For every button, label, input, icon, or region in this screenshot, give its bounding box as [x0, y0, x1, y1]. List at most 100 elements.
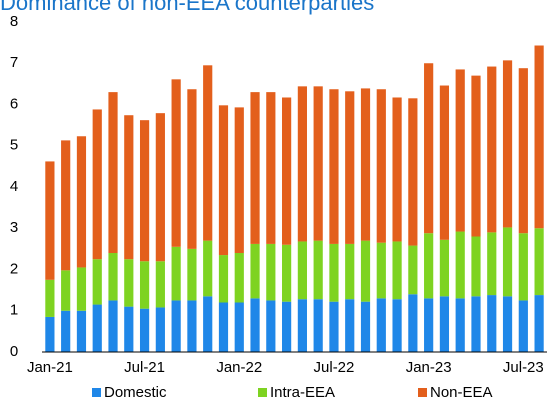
- bar-segment: [282, 97, 292, 245]
- bar-segment: [424, 233, 434, 299]
- bar-segment: [155, 307, 165, 352]
- bar-segment: [502, 227, 513, 297]
- bar-segment: [266, 243, 276, 301]
- bar-segment: [392, 299, 402, 352]
- bar-segment: [329, 89, 339, 244]
- x-tick-label: Jan-21: [27, 359, 73, 376]
- bar-segment: [250, 298, 260, 352]
- bar-segment: [139, 308, 150, 352]
- bar-segment: [329, 243, 339, 302]
- bar-segment: [518, 300, 528, 352]
- legend-label: Domestic: [104, 384, 167, 401]
- y-tick-label: 6: [10, 95, 18, 112]
- bar-segment: [329, 301, 339, 352]
- bar-segment: [502, 296, 513, 352]
- bar-segment: [218, 302, 229, 352]
- bar-segment: [108, 253, 118, 301]
- bar-segment: [360, 88, 371, 241]
- bar-segment: [408, 294, 418, 352]
- x-tick-label: Jul-21: [124, 359, 165, 376]
- y-tick-label: 4: [10, 178, 18, 195]
- bar-segment: [61, 140, 71, 271]
- bar-segment: [408, 98, 418, 246]
- bar-segment: [61, 270, 71, 311]
- bar-segment: [360, 240, 371, 302]
- bar-segment: [218, 255, 229, 303]
- bar-segment: [187, 89, 197, 249]
- bar-segment: [92, 259, 102, 305]
- bar-segment: [124, 259, 134, 307]
- bar-segment: [171, 79, 181, 247]
- bar-segment: [76, 136, 87, 268]
- bar-segment: [376, 89, 386, 243]
- bar-segment: [455, 298, 465, 352]
- bar-segment: [376, 298, 386, 352]
- y-tick-label: 2: [10, 260, 18, 277]
- x-tick-label: Jan-22: [216, 359, 262, 376]
- bar-segment: [360, 301, 371, 352]
- bar-segment: [487, 66, 497, 233]
- bar-segment: [424, 298, 434, 352]
- legend-swatch: [258, 388, 267, 397]
- bar-segment: [518, 233, 528, 301]
- bar-segment: [455, 231, 465, 299]
- bar-segment: [439, 239, 450, 297]
- bar-segment: [155, 113, 165, 262]
- bar-segment: [76, 310, 87, 352]
- bar-segment: [92, 109, 102, 260]
- bar-segment: [266, 92, 276, 244]
- bar-segment: [345, 243, 355, 300]
- bar-segment: [139, 261, 150, 309]
- bar-segment: [282, 301, 292, 352]
- bar-segment: [297, 241, 307, 300]
- y-tick-label: 5: [10, 137, 18, 154]
- bar-segment: [502, 60, 513, 228]
- bar-segment: [534, 228, 544, 296]
- bar-segment: [439, 85, 450, 240]
- bar-segment: [408, 245, 418, 295]
- bar-segment: [471, 75, 481, 237]
- x-tick-label: Jul-22: [314, 359, 355, 376]
- bar-segment: [471, 236, 481, 297]
- bar-segment: [282, 244, 292, 302]
- bar-segment: [234, 302, 244, 352]
- bar-segment: [108, 300, 118, 352]
- x-tick-label: Jan-23: [406, 359, 452, 376]
- bar-segment: [139, 120, 150, 262]
- bar-segment: [345, 91, 355, 244]
- bar-segment: [455, 69, 465, 232]
- bar-segment: [297, 86, 307, 242]
- bar-segment: [171, 300, 181, 352]
- y-tick-label: 1: [10, 302, 18, 319]
- bar-segment: [487, 295, 497, 352]
- bar-segment: [76, 267, 87, 311]
- bar-segment: [313, 240, 323, 300]
- bar-segment: [439, 296, 450, 352]
- y-tick-label: 8: [10, 13, 18, 30]
- bar-segment: [155, 261, 165, 308]
- y-tick-label: 3: [10, 219, 18, 236]
- bar-segment: [313, 86, 323, 241]
- bar-segment: [487, 232, 497, 296]
- bar-segment: [392, 97, 402, 242]
- legend-swatch: [418, 388, 427, 397]
- bar-segment: [534, 45, 544, 229]
- bar-segment: [518, 68, 528, 234]
- bar-segment: [297, 299, 307, 352]
- bar-segment: [218, 105, 229, 256]
- bar-segment: [313, 299, 323, 352]
- legend-label: Non-EEA: [430, 384, 493, 401]
- bar-segment: [471, 296, 481, 352]
- bar-segment: [45, 279, 55, 317]
- bar-segment: [203, 296, 213, 352]
- chart-title: Dominance of non-EEA counterparties: [0, 0, 374, 15]
- bar-segment: [124, 115, 134, 260]
- bar-segment: [45, 316, 55, 352]
- y-tick-label: 7: [10, 54, 18, 71]
- bar-segment: [234, 107, 244, 253]
- bar-segment: [376, 242, 386, 299]
- bar-segment: [203, 240, 213, 297]
- bar-segment: [424, 63, 434, 234]
